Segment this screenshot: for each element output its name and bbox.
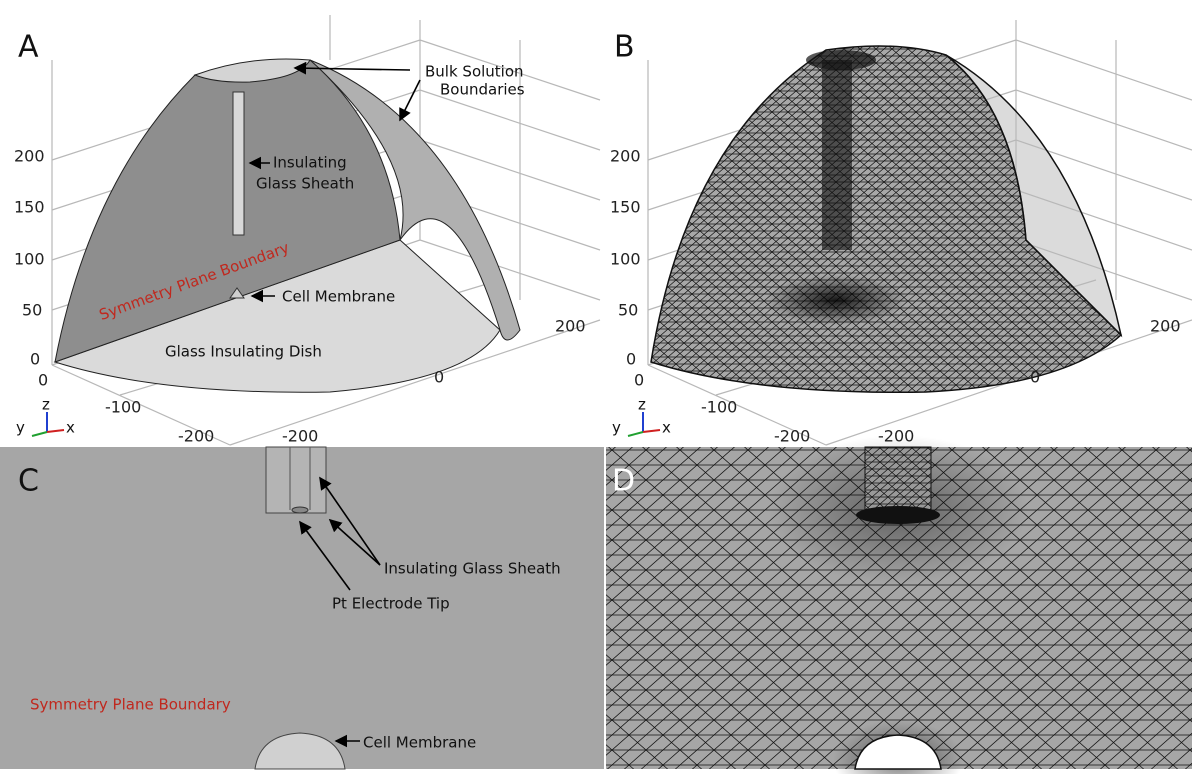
panel-d: D	[606, 435, 1192, 774]
sheath-mesh-overlay	[865, 447, 931, 513]
x-tick-label: -100	[701, 398, 737, 417]
panel-label: A	[18, 30, 39, 65]
annotation: Glass Sheath	[256, 175, 354, 193]
z-tick-label: 100	[610, 250, 641, 269]
triad-label: y	[16, 419, 25, 437]
figure: A Bulk Solution Boundaries Insulating Gl…	[0, 0, 1192, 774]
z-tick-label: 150	[610, 198, 641, 217]
panel-label: B	[614, 30, 635, 65]
annotation: Glass Insulating Dish	[165, 343, 322, 361]
electrode-tip	[292, 507, 308, 513]
annotation: Boundaries	[440, 81, 525, 99]
panel-b: B 200 150 100 50 0 0 -100 -200 -200 0 20…	[610, 20, 1192, 446]
x-tick-label: -100	[105, 398, 141, 417]
dense-cap	[806, 50, 876, 70]
glass-sheath	[233, 92, 244, 235]
x-tick-label: 0	[634, 371, 644, 390]
tip-mesh	[856, 506, 940, 524]
z-tick-label: 0	[626, 350, 636, 369]
z-tick-label: 50	[618, 301, 638, 320]
y-tick-label: 0	[434, 368, 444, 387]
z-tick-label: 200	[14, 147, 45, 166]
annotation: Bulk Solution	[425, 63, 524, 81]
panel-a: A Bulk Solution Boundaries Insulating Gl…	[14, 15, 600, 446]
z-tick-label: 50	[22, 301, 42, 320]
annotation: Insulating Glass Sheath	[384, 560, 561, 578]
y-tick-label: -200	[282, 427, 318, 446]
triad-label: x	[662, 419, 671, 437]
dense-sheath-mesh	[822, 60, 852, 250]
triad-label: z	[42, 396, 50, 414]
annotation: Insulating	[273, 154, 347, 172]
triad-label: z	[638, 396, 646, 414]
z-tick-label: 200	[610, 147, 641, 166]
x-tick-label: 0	[38, 371, 48, 390]
triad-label: y	[612, 419, 621, 437]
annotation: Cell Membrane	[363, 734, 476, 752]
axis-triad: z y x	[612, 396, 671, 437]
arrow	[400, 80, 420, 120]
panel-c: C Insulating Glass Sheath Pt Electrode T…	[0, 447, 604, 769]
z-tick-label: 150	[14, 198, 45, 217]
y-tick-label: 200	[555, 317, 586, 336]
panel-label: C	[18, 464, 39, 499]
x-tick-label: -200	[774, 427, 810, 446]
dense-mesh	[766, 275, 906, 325]
y-tick-label: 200	[1150, 317, 1181, 336]
annotation: Pt Electrode Tip	[332, 595, 450, 613]
z-tick-label: 0	[30, 350, 40, 369]
z-tick-label: 100	[14, 250, 45, 269]
glass-sheath	[266, 447, 326, 513]
annotation: Cell Membrane	[282, 288, 395, 306]
x-tick-label: -200	[178, 427, 214, 446]
triad-label: x	[66, 419, 75, 437]
annotation: Symmetry Plane Boundary	[30, 696, 231, 714]
panel-label: D	[612, 464, 635, 499]
y-tick-label: 0	[1030, 368, 1040, 387]
axis-triad: z y x	[16, 396, 75, 437]
